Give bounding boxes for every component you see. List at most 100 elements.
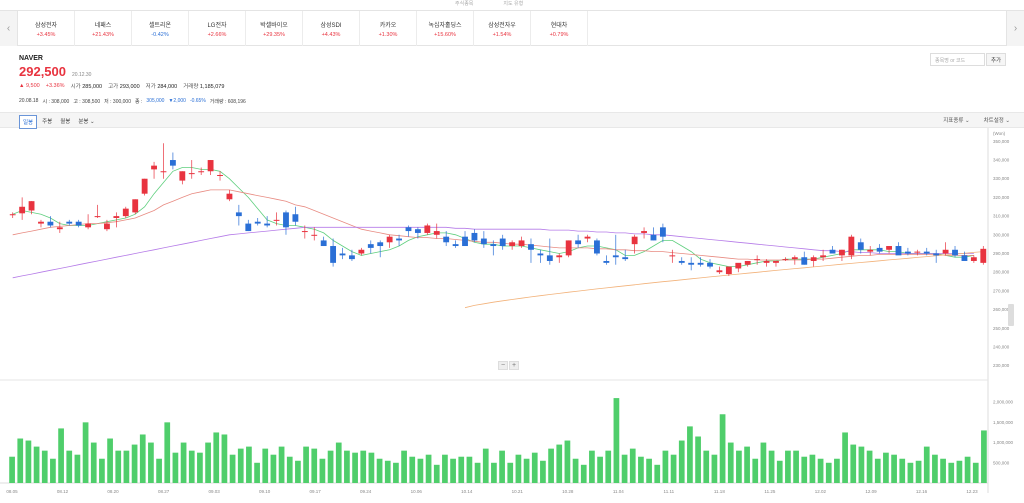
volume-bar (964, 456, 971, 483)
volume-bar (858, 446, 865, 483)
ticker-item[interactable]: 삼성SDI +4.43% (303, 11, 360, 46)
ticker-item[interactable]: 녹십자홀딩스 +15.60% (417, 11, 474, 46)
volume-bar (515, 454, 522, 483)
candle-body (923, 251, 930, 254)
volume-bar (482, 448, 489, 483)
candle-body (245, 223, 252, 232)
top-nav-tab-map[interactable]: 지도 유형 (503, 1, 524, 7)
candle-body (414, 229, 421, 233)
ticker-name: 카카오 (379, 22, 397, 29)
candle-body (980, 248, 987, 263)
volume-bar (768, 450, 775, 483)
candle-body (961, 255, 968, 261)
volume-bar (327, 450, 334, 483)
volume-bar (433, 464, 440, 483)
volume-bar (360, 450, 367, 483)
quote-date: 20.12.30 (72, 72, 92, 78)
stock-search-input[interactable]: 종목명 or 코드 (930, 53, 985, 66)
candle-body (490, 244, 497, 247)
candle-body (226, 193, 233, 200)
zoom-out-button[interactable]: − (498, 361, 508, 370)
ticker-name: 삼성SDI (320, 22, 342, 29)
x-tick-label: 11.04 (613, 489, 624, 494)
plus-icon: + (511, 362, 517, 369)
stat-open-value: 285,000 (82, 84, 103, 90)
volume-bar (74, 454, 81, 483)
ticker-item[interactable]: 박셀바이오 +29.35% (246, 11, 303, 46)
volume-bar (376, 458, 383, 483)
volume-bar (695, 436, 701, 483)
chevron-left-icon: ‹ (6, 23, 11, 34)
volume-bar (703, 450, 710, 483)
x-tick-label: 11.25 (764, 489, 775, 494)
candle-body (38, 221, 44, 224)
candle-body (829, 249, 836, 254)
period-tab[interactable]: 분봉 ⌄ (78, 119, 95, 125)
volume-bar (115, 450, 122, 483)
volume-bar (409, 456, 416, 483)
volume-bar (948, 462, 955, 483)
price-tick-label: 330,000 (993, 176, 1010, 181)
volume-bar (613, 398, 620, 483)
volume-bar (335, 442, 342, 483)
volume-bar (229, 454, 236, 483)
candle-body (773, 260, 779, 263)
candle-body (857, 242, 864, 250)
hover-change-pct: -0.65% (189, 98, 206, 104)
candle-body (895, 246, 902, 256)
ticker-next-button[interactable]: › (1006, 11, 1024, 46)
volume-bar (50, 458, 56, 483)
period-tab[interactable]: 일봉 (19, 115, 38, 129)
x-tick-label: 08.05 (6, 489, 18, 494)
volume-bar (107, 438, 113, 483)
candle-body (367, 244, 374, 248)
volume-bar (776, 460, 783, 483)
volume-bar (825, 462, 832, 483)
add-stock-button[interactable]: 추가 (986, 53, 1006, 66)
volume-bar (540, 460, 546, 483)
zoom-control: − + (498, 361, 519, 370)
ticker-item[interactable]: 삼성전자우 +1.54% (474, 11, 531, 46)
ticker-prev-button[interactable]: ‹ (0, 11, 18, 46)
ticker-item[interactable]: 네패스 +21.43% (75, 11, 132, 46)
ticker-item[interactable]: 삼성전자 +3.45% (18, 11, 75, 46)
volume-bar (58, 428, 64, 483)
candle-body (716, 270, 723, 273)
volume-bar (262, 448, 269, 483)
stat-low: 저가 284,000 (146, 82, 178, 90)
chart-settings-dropdown[interactable]: 차트설정 ⌄ (983, 118, 1010, 124)
axis-drag-handle[interactable] (1008, 304, 1014, 326)
volume-bar (99, 458, 105, 483)
candle-body (104, 223, 110, 230)
volume-tick-label: 1,000,000 (993, 440, 1014, 445)
price-tick-label: 310,000 (993, 214, 1010, 219)
volume-bar (41, 450, 48, 483)
x-tick-label: 12.16 (916, 489, 928, 494)
candle-body (132, 199, 139, 213)
candle-body (122, 208, 129, 217)
x-tick-label: 12.02 (815, 489, 827, 494)
stat-high-label: 고가 (108, 84, 119, 90)
top-nav-tab-stocks[interactable]: 주식종목 (455, 1, 474, 7)
ticker-item[interactable]: 카카오 +1.30% (360, 11, 417, 46)
ticker-item[interactable]: 현대차 +0.79% (531, 11, 588, 46)
candle-body (283, 212, 289, 228)
zoom-in-button[interactable]: + (509, 361, 519, 370)
candle-body (820, 255, 827, 258)
ticker-name: 네패스 (94, 22, 112, 29)
indicator-dropdown[interactable]: 지표종류 ⌄ (943, 118, 970, 124)
price-chart[interactable]: (Won) 350,000 340,000 330,000 320,000 310,000… (0, 128, 1024, 503)
volume-bar (311, 448, 318, 483)
volume-bar (678, 440, 685, 483)
ticker-item[interactable]: LG전자 +2.66% (189, 11, 246, 46)
volume-bar (499, 450, 505, 483)
candle-body (396, 238, 402, 241)
stat-low-value: 284,000 (157, 84, 178, 90)
period-tab[interactable]: 월봉 (60, 119, 71, 125)
candle-body (801, 257, 808, 265)
ticker-item[interactable]: 셀트리온 -0.42% (132, 11, 189, 46)
candle-body (933, 253, 940, 256)
ticker-strip: ‹ 삼성전자 +3.45% 네패스 +21.43% 셀트리온 -0.42% LG전자 +2.6… (0, 10, 1024, 46)
period-tab[interactable]: 주봉 (42, 119, 53, 125)
volume-bar (572, 458, 579, 483)
